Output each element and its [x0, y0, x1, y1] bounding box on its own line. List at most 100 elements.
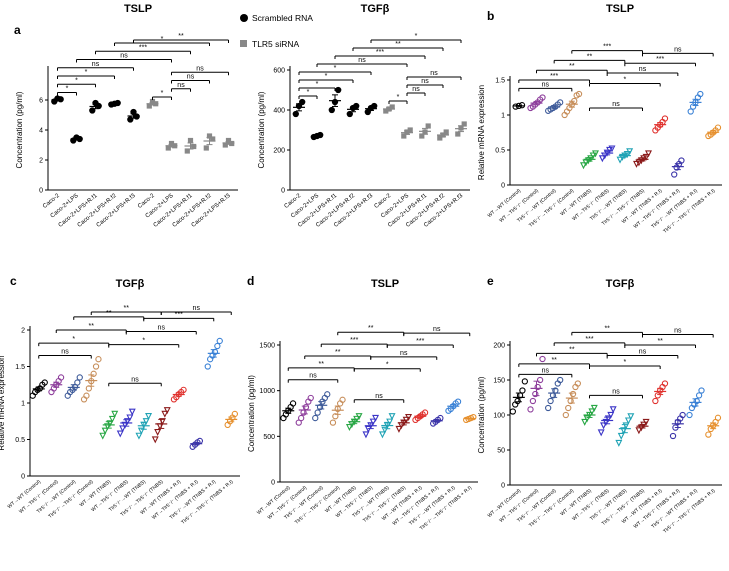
- y-axis-label: Relative mRNA expression: [477, 85, 486, 180]
- panel-letter-d: d: [247, 274, 254, 288]
- data-point: [714, 124, 722, 131]
- data-point: [316, 403, 324, 411]
- data-point: [137, 427, 145, 435]
- data-point: [598, 155, 606, 163]
- data-point: [695, 392, 703, 399]
- sig-label: ns: [61, 349, 69, 356]
- data-point: [652, 397, 659, 405]
- y-axis-label: Concentration (pg/ml): [477, 376, 486, 453]
- legend-marker-scrambled: [240, 14, 248, 22]
- y-tick-label: 50: [497, 448, 505, 455]
- data-point: [307, 394, 314, 402]
- data-point: [654, 392, 661, 399]
- sig-label: *: [142, 338, 145, 345]
- data-point: [339, 396, 346, 403]
- y-tick-label: 400: [273, 108, 285, 115]
- data-point: [470, 414, 477, 421]
- data-point: [292, 110, 299, 118]
- sig-label: ns: [193, 305, 201, 312]
- data-point: [74, 379, 81, 386]
- sig-label: ns: [612, 388, 620, 395]
- sig-label: ns: [196, 65, 204, 72]
- data-point: [108, 415, 116, 423]
- sig-label: ns: [120, 53, 128, 60]
- sig-label: ***: [603, 44, 611, 51]
- sig-label: ***: [585, 336, 593, 343]
- y-tick-label: 500: [263, 434, 275, 441]
- y-tick-label: 1.5: [495, 78, 505, 85]
- sig-label: ns: [542, 367, 550, 374]
- sig-label: ns: [639, 349, 647, 356]
- y-tick-label: 0: [271, 480, 275, 487]
- data-point: [345, 424, 353, 432]
- data-point: [509, 408, 516, 415]
- data-point: [661, 380, 669, 387]
- data-point: [145, 412, 153, 420]
- data-point: [661, 115, 669, 122]
- data-point: [539, 355, 546, 363]
- sig-label: *: [623, 359, 626, 366]
- data-point: [165, 145, 171, 151]
- data-point: [687, 108, 694, 115]
- data-point: [222, 142, 228, 148]
- y-tick-label: 0: [501, 483, 505, 490]
- data-point: [381, 426, 389, 434]
- data-point: [119, 425, 127, 433]
- panel-letter-c: c: [10, 274, 17, 288]
- data-point: [597, 429, 605, 437]
- data-point: [180, 386, 187, 394]
- data-point: [461, 121, 467, 127]
- y-tick-label: 0: [281, 188, 285, 195]
- sig-label: *: [75, 77, 78, 84]
- sig-label: **: [569, 346, 575, 353]
- data-point: [671, 171, 678, 178]
- data-point: [454, 398, 462, 405]
- sig-label: *: [307, 89, 310, 96]
- data-point: [455, 131, 461, 137]
- y-tick-label: 2: [21, 328, 25, 335]
- data-point: [83, 392, 90, 399]
- sig-label: *: [386, 362, 389, 369]
- data-point: [574, 380, 581, 387]
- data-point: [151, 436, 159, 444]
- sig-label: ns: [187, 74, 195, 81]
- data-point: [324, 391, 331, 398]
- data-point: [534, 383, 541, 391]
- data-point: [679, 411, 686, 419]
- data-point: [92, 363, 100, 370]
- data-point: [302, 403, 310, 411]
- data-point: [168, 140, 175, 147]
- data-point: [300, 409, 307, 416]
- sig-label: ns: [177, 82, 185, 89]
- y-tick-label: 2: [39, 158, 43, 165]
- y-tick-label: 0: [39, 188, 43, 195]
- y-tick-label: 100: [493, 413, 505, 420]
- data-point: [626, 148, 634, 156]
- data-point: [589, 152, 597, 160]
- data-point: [514, 397, 521, 405]
- sig-label: *: [397, 94, 400, 101]
- data-point: [57, 374, 65, 381]
- sig-label: ns: [158, 324, 166, 331]
- sig-label: **: [604, 325, 610, 332]
- data-point: [76, 374, 83, 381]
- data-point: [642, 418, 650, 426]
- data-point: [289, 400, 297, 407]
- sig-label: *: [85, 69, 88, 76]
- sig-label: **: [551, 357, 557, 364]
- y-tick-label: 0: [21, 474, 25, 481]
- y-tick-label: 1500: [259, 343, 275, 350]
- data-point: [697, 90, 704, 98]
- data-point: [557, 99, 564, 106]
- data-point: [419, 133, 425, 139]
- data-point: [678, 157, 685, 164]
- data-point: [645, 150, 652, 158]
- data-point: [539, 94, 546, 101]
- data-point: [163, 407, 171, 415]
- chart-title: TSLP: [371, 278, 399, 290]
- y-tick-label: 1: [501, 113, 505, 120]
- data-point: [600, 422, 608, 430]
